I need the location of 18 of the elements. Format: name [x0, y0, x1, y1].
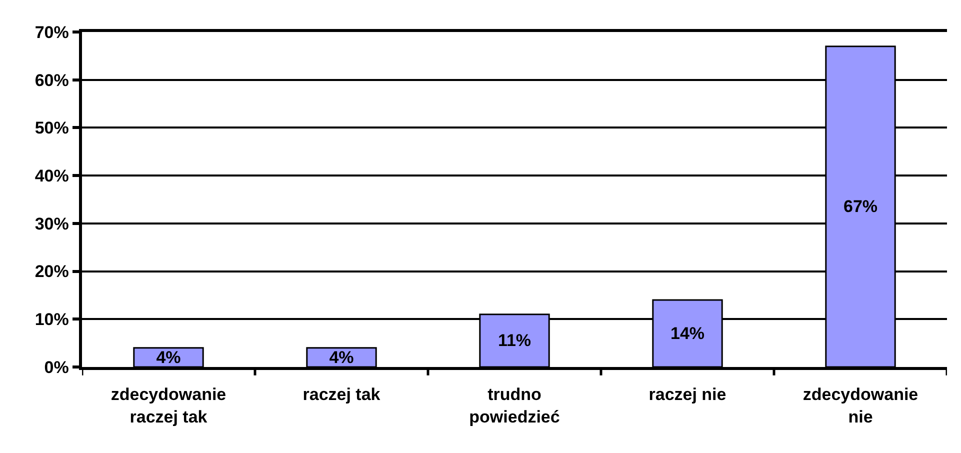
data-label: 4%: [329, 348, 354, 367]
y-tick-label: 60%: [34, 70, 69, 90]
data-label: 14%: [670, 324, 705, 343]
y-tick-label: 70%: [34, 22, 69, 42]
y-tick-label: 0%: [44, 358, 69, 377]
y-tick-label: 40%: [34, 166, 69, 186]
y-tick-label: 20%: [34, 262, 69, 282]
x-tick-label: zdecydowanie nie: [802, 385, 918, 426]
data-label: 67%: [843, 197, 878, 216]
y-tick-label: 10%: [34, 310, 69, 330]
y-tick-label: 30%: [34, 214, 69, 234]
data-label: 11%: [498, 331, 532, 350]
y-tick-label: 50%: [34, 118, 69, 138]
x-tick-label: raczej tak: [302, 385, 381, 404]
x-tick-label: zdecydowanie raczej tak: [110, 385, 226, 426]
x-tick-label: raczej nie: [648, 385, 726, 404]
x-tick-label: trudno powiedzieć: [469, 385, 560, 426]
data-label: 4%: [156, 348, 181, 367]
